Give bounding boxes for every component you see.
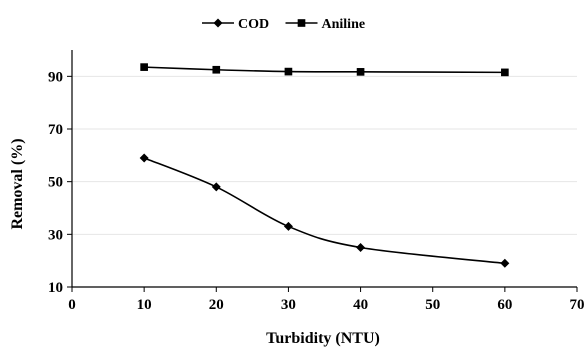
- y-tick-label-10: 10: [48, 280, 63, 296]
- point-cod-30: [283, 221, 293, 231]
- y-tick-label-70: 70: [48, 122, 63, 138]
- series-cod: [139, 153, 510, 268]
- point-cod-40: [356, 243, 366, 252]
- legend-label-aniline: Aniline: [322, 17, 366, 32]
- series-aniline: [140, 63, 509, 77]
- x-tick-label-30: 30: [281, 297, 296, 313]
- series-line-aniline: [144, 66, 505, 74]
- point-cod-60: [500, 258, 510, 268]
- x-tick-label-20: 20: [209, 297, 224, 313]
- series-layer: [139, 63, 510, 268]
- point-cod-20: [211, 182, 221, 192]
- grid-lines: [72, 75, 577, 235]
- x-tick-label-40: 40: [353, 297, 368, 313]
- y-tick-label-50: 50: [48, 175, 63, 191]
- y-axis-title: Removal (%): [9, 138, 26, 229]
- x-tick-label-0: 0: [68, 297, 76, 313]
- series-line-cod: [143, 157, 505, 265]
- x-tick-label-70: 70: [570, 297, 585, 313]
- point-aniline-40: [356, 68, 365, 76]
- x-tick-label-50: 50: [425, 297, 440, 313]
- point-aniline-10: [140, 63, 148, 71]
- legend-marker-aniline: [297, 19, 306, 27]
- point-cod-10: [139, 153, 149, 163]
- legend-marker-cod: [213, 18, 223, 28]
- x-axis-title: Turbidity (NTU): [266, 330, 380, 347]
- point-aniline-30: [284, 67, 293, 76]
- y-tick-label-30: 30: [48, 227, 63, 243]
- axes: [67, 50, 578, 292]
- x-tick-label-60: 60: [497, 297, 512, 313]
- x-tick-label-10: 10: [137, 297, 152, 313]
- y-tick-label-90: 90: [48, 69, 63, 85]
- legend: COD Aniline: [202, 17, 365, 32]
- point-aniline-60: [501, 68, 509, 77]
- legend-label-cod: COD: [238, 17, 269, 32]
- tick-labels: 10 30 50 70 90 0 10 20 30 40 50 60 70: [48, 69, 585, 313]
- point-aniline-20: [212, 65, 221, 74]
